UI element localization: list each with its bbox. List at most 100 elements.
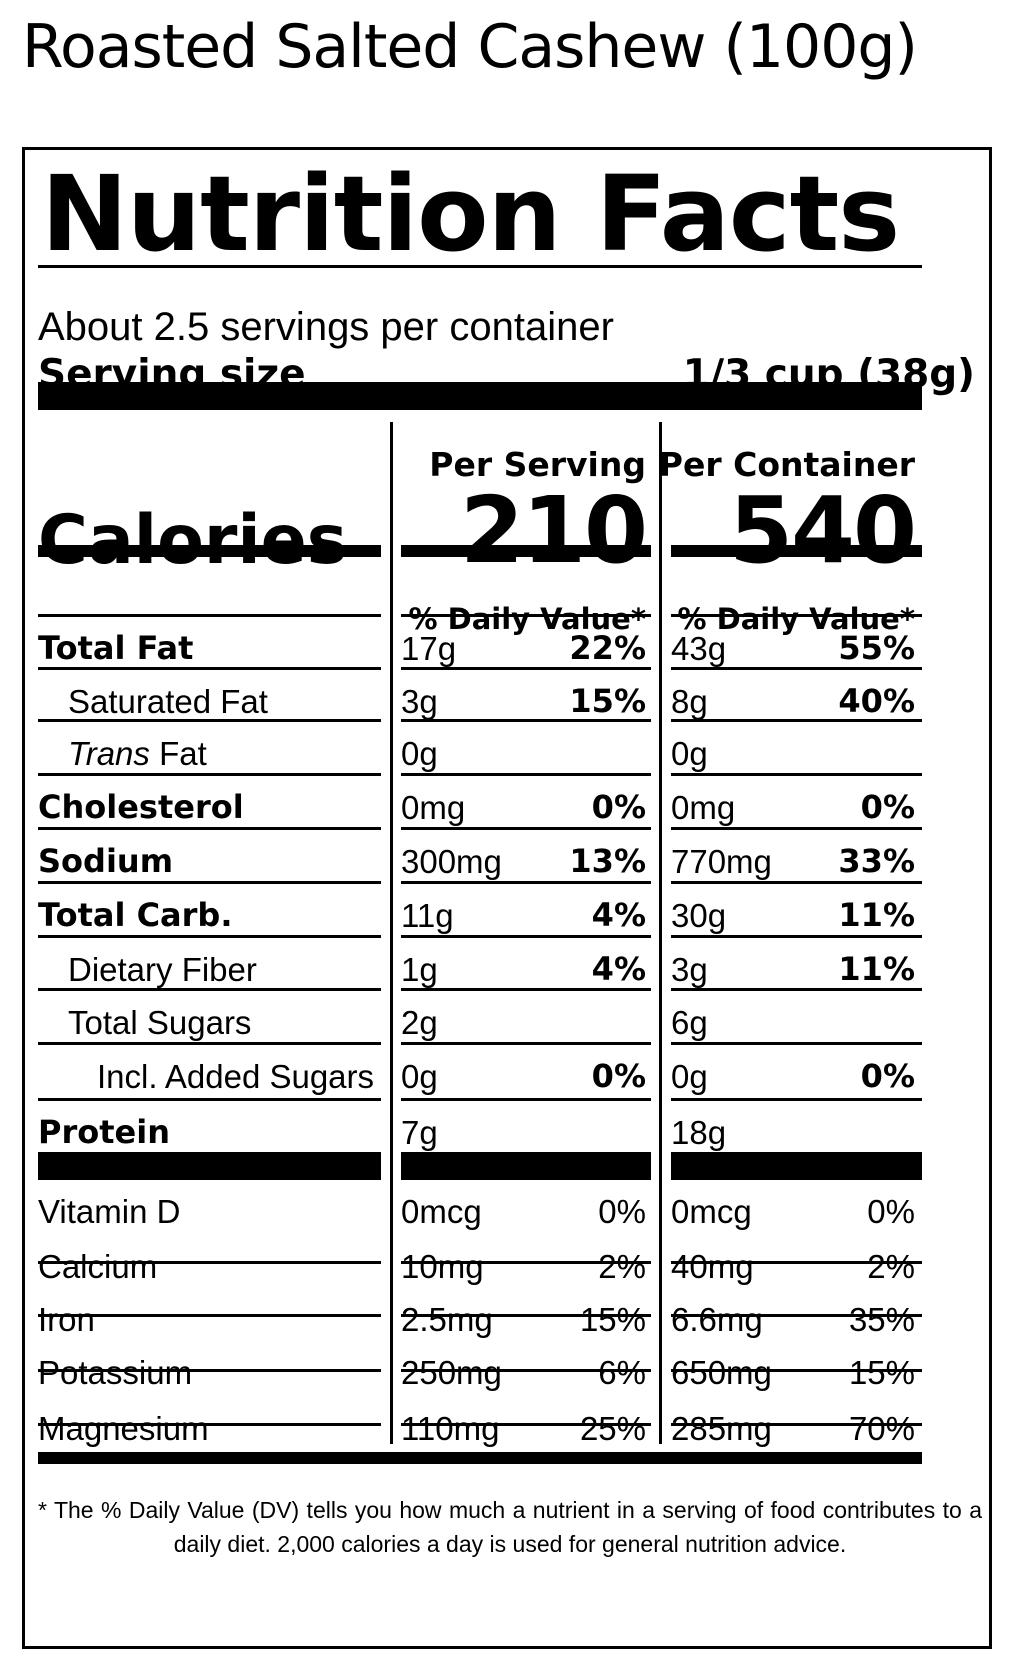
- container-daily-value: 11%: [838, 950, 915, 988]
- container-daily-value: 55%: [838, 629, 915, 667]
- row-divider-label: [38, 827, 381, 830]
- container-amount: 0mg: [671, 789, 736, 826]
- row-divider-serving: [401, 667, 651, 670]
- serving-amount: 0mg: [401, 789, 466, 826]
- row-divider-label: [38, 1042, 381, 1045]
- container-daily-value: 0%: [867, 1193, 915, 1230]
- nutrient-label: Total Sugars: [68, 1004, 252, 1041]
- row-divider-container: [671, 1261, 922, 1264]
- calories-per-container: 540: [728, 477, 917, 584]
- vitamin-label: Iron: [38, 1301, 95, 1338]
- container-amount: 0mcg: [671, 1193, 752, 1230]
- serving-daily-value: 13%: [569, 842, 646, 880]
- row-divider-serving: [401, 1423, 651, 1426]
- protein-thick-divider-container: [671, 1152, 922, 1180]
- nutrient-label: Dietary Fiber: [68, 951, 257, 988]
- calories-divider-label: [38, 545, 381, 557]
- row-divider-container: [671, 1098, 922, 1101]
- container-amount: 3g: [671, 951, 708, 988]
- row-divider-container: [671, 1369, 922, 1372]
- calories-divider-serving: [401, 545, 651, 557]
- row-divider-label: [38, 1261, 381, 1264]
- row-divider-label: [38, 773, 381, 776]
- serving-daily-value: 4%: [591, 950, 646, 988]
- vitamin-label: Potassium: [38, 1354, 193, 1391]
- container-amount: 6.6mg: [671, 1301, 763, 1338]
- column-separator-2: [659, 422, 662, 1444]
- nutrient-label: Total Carb.: [38, 896, 233, 934]
- serving-daily-value: 0%: [591, 788, 646, 826]
- daily-value-footnote: * The % Daily Value (DV) tells you how m…: [38, 1497, 982, 1557]
- container-daily-value: 2%: [867, 1248, 915, 1285]
- row-divider-container: [671, 988, 922, 991]
- row-divider-serving: [401, 773, 651, 776]
- container-amount: 40mg: [671, 1248, 754, 1285]
- protein-thick-divider-label: [38, 1152, 381, 1180]
- nutrient-label: Cholesterol: [38, 788, 244, 826]
- container-daily-value: 35%: [848, 1301, 915, 1338]
- serving-amount: 2.5mg: [401, 1301, 493, 1338]
- serving-amount: 7g: [401, 1114, 438, 1151]
- container-daily-value: 40%: [838, 682, 915, 720]
- row-divider-serving: [401, 1261, 651, 1264]
- serving-daily-value: 22%: [569, 629, 646, 667]
- serving-daily-value: 15%: [569, 682, 646, 720]
- container-amount: 285mg: [671, 1410, 772, 1447]
- container-amount: 6g: [671, 1004, 708, 1041]
- row-divider-container: [671, 881, 922, 884]
- nutrition-facts-panel: Nutrition Facts About 2.5 servings per c…: [22, 147, 992, 1649]
- container-amount: 650mg: [671, 1354, 772, 1391]
- serving-daily-value: 6%: [598, 1354, 646, 1391]
- row-divider-serving: [401, 1042, 651, 1045]
- nutrient-label: Saturated Fat: [68, 683, 268, 720]
- calories-divider-container: [671, 545, 922, 557]
- serving-amount: 0g: [401, 735, 438, 772]
- serving-amount: 3g: [401, 683, 438, 720]
- row-divider-container: [671, 827, 922, 830]
- container-amount: 8g: [671, 683, 708, 720]
- row-divider-serving: [401, 881, 651, 884]
- serving-daily-value: 2%: [598, 1248, 646, 1285]
- row-divider-serving: [401, 1098, 651, 1101]
- row-divider-label: [38, 988, 381, 991]
- row-divider-serving: [401, 827, 651, 830]
- serving-daily-value: 0%: [591, 1057, 646, 1095]
- row-divider-container: [671, 1314, 922, 1317]
- row-divider-container: [671, 1042, 922, 1045]
- serving-thick-divider: [38, 382, 922, 410]
- row-divider-label: [38, 1314, 381, 1317]
- container-daily-value: 11%: [838, 896, 915, 934]
- serving-amount: 2g: [401, 1004, 438, 1041]
- row-divider-serving: [401, 1369, 651, 1372]
- row-divider-label: [38, 1423, 381, 1426]
- serving-amount: 250mg: [401, 1354, 502, 1391]
- footnote-divider: [38, 1452, 922, 1464]
- row-divider-serving: [401, 935, 651, 938]
- container-amount: 0g: [671, 1058, 708, 1095]
- container-amount: 0g: [671, 735, 708, 772]
- container-amount: 43g: [671, 630, 727, 667]
- heading-divider: [38, 265, 922, 268]
- daily-value-header-container: % Daily Value*: [677, 602, 915, 636]
- nutrient-label: Sodium: [38, 842, 174, 880]
- container-daily-value: 0%: [860, 1057, 915, 1095]
- row-divider-container: [671, 719, 922, 722]
- serving-amount: 0mcg: [401, 1193, 482, 1230]
- nutrient-label: Protein: [38, 1113, 170, 1151]
- row-divider-serving: [401, 988, 651, 991]
- row-divider-label: [38, 881, 381, 884]
- row-divider-serving: [401, 1314, 651, 1317]
- serving-daily-value: 15%: [579, 1301, 646, 1338]
- calories-label: Calories: [38, 501, 348, 580]
- row-divider-container: [671, 773, 922, 776]
- serving-daily-value: 0%: [598, 1193, 646, 1230]
- row-divider-container: [671, 935, 922, 938]
- serving-amount: 110mg: [401, 1410, 500, 1447]
- row-divider-container: [671, 667, 922, 670]
- container-amount: 18g: [671, 1114, 727, 1151]
- row-divider-serving: [401, 614, 651, 617]
- row-divider-label: [38, 719, 381, 722]
- serving-amount: 300mg: [401, 843, 502, 880]
- vitamin-label: Vitamin D: [38, 1193, 181, 1230]
- row-divider-container: [671, 1423, 922, 1426]
